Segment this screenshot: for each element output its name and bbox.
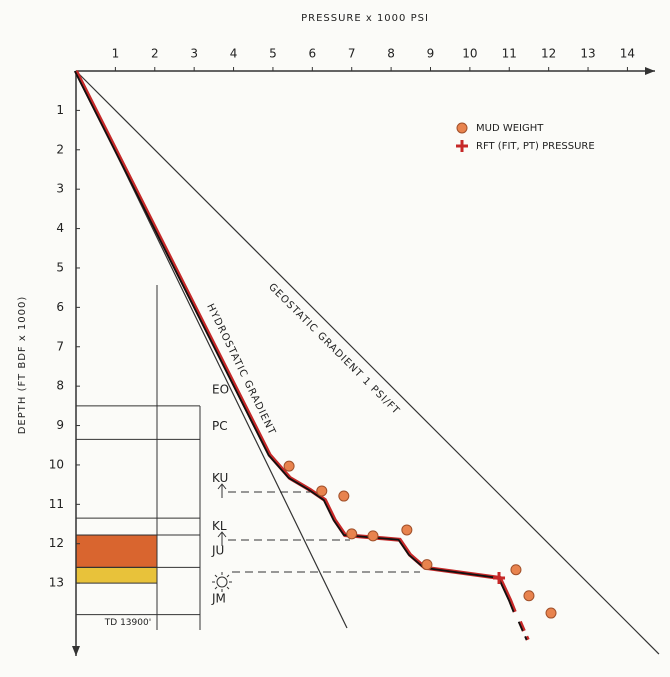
y-axis-title: DEPTH (FT BDF x 1000) <box>17 296 28 435</box>
y-tick-label: 4 <box>56 221 64 235</box>
column-unit-label: PC <box>212 419 228 433</box>
x-tick-label: 12 <box>541 47 556 61</box>
arrow-icon <box>218 484 226 498</box>
mud-weight-point <box>511 565 521 575</box>
y-tick-label: 10 <box>49 457 64 471</box>
gradient-line <box>76 71 659 654</box>
y-tick-label: 7 <box>56 339 64 353</box>
x-tick-label: 2 <box>151 47 159 61</box>
x-axis-title: PRESSURE x 1000 PSI <box>301 13 429 24</box>
pressure-profile <box>520 622 528 640</box>
mud-weight-point <box>422 560 432 570</box>
column-unit <box>76 535 157 567</box>
x-tick-label: 5 <box>269 47 277 61</box>
pressure-profile <box>75 71 514 612</box>
y-tick-label: 5 <box>56 260 64 274</box>
mud-weight-point <box>546 608 556 618</box>
x-tick-label: 7 <box>348 47 356 61</box>
y-tick-label: 1 <box>56 103 64 117</box>
mud-weight-point <box>368 531 378 541</box>
mud-weight-point <box>317 486 327 496</box>
x-tick-label: 8 <box>387 47 395 61</box>
mud-weight-point <box>347 529 357 539</box>
legend-label: RFT (FIT, PT) PRESSURE <box>476 141 595 152</box>
legend-marker <box>456 140 468 152</box>
mud-weight-point <box>284 461 294 471</box>
y-tick-label: 6 <box>56 300 64 314</box>
y-tick-label: 11 <box>49 497 64 511</box>
x-tick-label: 4 <box>230 47 238 61</box>
y-axis-arrow <box>72 646 80 656</box>
x-tick-label: 11 <box>502 47 517 61</box>
gradient-label: GEOSTATIC GRADIENT 1 PSI/FT <box>266 282 402 418</box>
x-tick-label: 1 <box>112 47 120 61</box>
mud-weight-point <box>339 491 349 501</box>
y-tick-label: 3 <box>56 182 64 196</box>
y-tick-label: 2 <box>56 142 64 156</box>
x-axis-arrow <box>645 67 655 75</box>
y-tick-label: 13 <box>49 576 64 590</box>
column-unit-label: JM <box>211 591 226 605</box>
pressure-markers <box>228 492 420 572</box>
x-tick-label: 13 <box>580 47 595 61</box>
column-unit-label: KU <box>212 471 228 485</box>
x-tick-label: 6 <box>309 47 317 61</box>
pressure-profile <box>76 71 515 612</box>
gradient-label: HYDROSTATIC GRADIENT <box>204 302 277 437</box>
column-unit-label: JU <box>211 544 224 558</box>
legend-marker <box>457 123 467 133</box>
column-unit-label: EO <box>212 383 229 397</box>
x-tick-label: 3 <box>190 47 198 61</box>
y-tick-label: 8 <box>56 379 64 393</box>
marker-icons <box>212 484 232 592</box>
sun-icon <box>217 577 227 587</box>
sun-icon <box>212 572 232 592</box>
legend-label: MUD WEIGHT <box>476 123 544 134</box>
total-depth-label: TD 13900' <box>104 618 151 628</box>
x-tick-label: 14 <box>620 47 635 61</box>
mud-weight-point <box>524 591 534 601</box>
chart: PRESSURE x 1000 PSI DEPTH (FT BDF x 1000… <box>0 0 670 677</box>
mud-weight-point <box>402 525 412 535</box>
column-band <box>76 567 157 583</box>
y-tick-label: 12 <box>49 536 64 550</box>
y-tick-label: 9 <box>56 418 64 432</box>
column-unit-label: KL <box>212 519 227 533</box>
x-tick-label: 9 <box>427 47 435 61</box>
x-tick-label: 10 <box>462 47 477 61</box>
